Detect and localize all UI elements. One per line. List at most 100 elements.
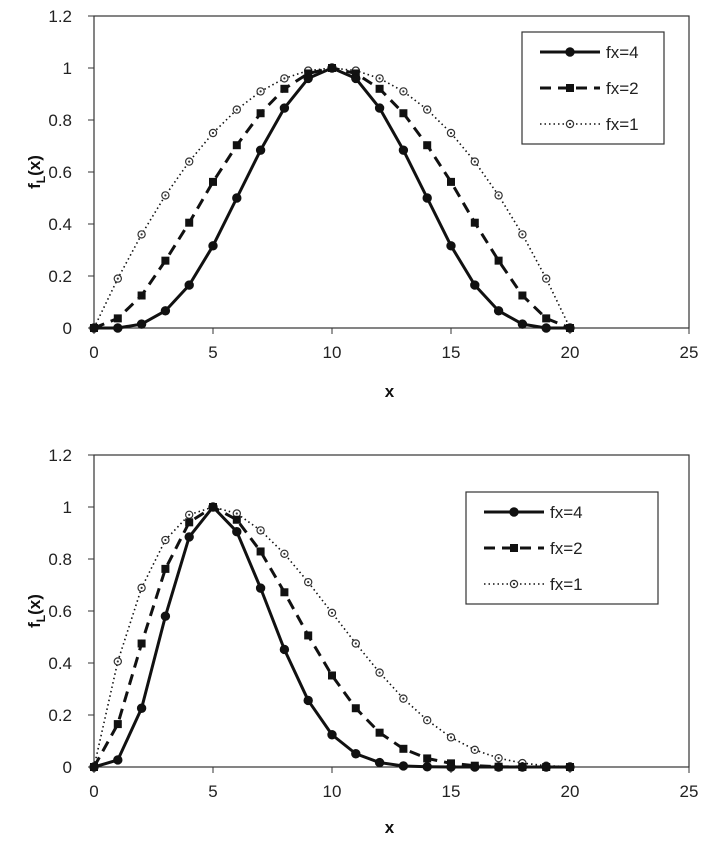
x-tick-label: 20 [561,343,580,362]
data-point [398,145,409,155]
data-point [232,527,242,537]
data-point [256,547,265,556]
data-point [161,256,170,265]
data-point [304,69,313,78]
data-point [541,323,551,333]
data-point [351,69,360,78]
data-point-dot [449,736,453,739]
data-point [423,141,432,150]
data-point [517,762,528,772]
data-point-dot [426,108,429,111]
data-point-dot [378,671,381,674]
data-point [137,291,146,300]
y-tick-label: 1 [63,498,72,517]
data-point-dot [188,513,191,516]
data-point-dot [211,131,215,135]
series-line [93,67,571,329]
legend-marker [565,47,575,57]
y-tick-label: 0.4 [48,654,72,673]
legend-marker [566,84,574,92]
x-axis-label: x [385,818,395,837]
data-point-dot [497,757,500,760]
legend-label: fx=4 [606,43,639,62]
legend-marker [510,544,518,552]
data-point [208,241,218,251]
data-point-dot [473,160,476,163]
data-point-dot [330,611,334,614]
data-point-dot [164,538,167,542]
data-point [113,323,123,333]
series-fx=4 [89,502,575,772]
data-point [446,241,456,251]
data-point-dot [354,642,357,645]
data-point [328,671,336,680]
data-point-dot [164,194,167,197]
data-point [137,639,146,648]
data-point [493,762,504,772]
x-tick-label: 5 [208,782,217,801]
data-point-dot [259,90,262,93]
legend-label: fx=2 [606,79,639,98]
data-point [446,762,456,772]
data-point [113,314,122,323]
x-tick-label: 5 [208,343,217,362]
data-point [470,280,480,290]
data-point [136,703,147,713]
legend: fx=4 fx=2 fx=1 [521,31,665,145]
data-point-dot [140,586,143,589]
x-tick-label: 15 [442,343,461,362]
data-point [541,762,551,772]
y-tick-label: 1.2 [48,446,72,465]
data-point [161,564,170,573]
legend-marker-dot [512,582,516,586]
y-tick-label: 0.2 [48,267,72,286]
chart-bottom: 0 5 10 15 20 2500.20.40.60.811.2xfL(x)fx=4fx=… [25,446,698,837]
data-point [113,755,123,765]
y-tick-label: 0 [63,758,72,777]
data-point [351,749,361,759]
x-tick-label: 20 [561,782,580,801]
data-point [423,754,432,763]
data-point-dot [188,160,191,163]
legend-label: fx=1 [550,575,583,594]
data-point [542,314,551,323]
data-point [470,762,480,772]
series-fx=1 [89,63,575,333]
data-point [89,323,99,333]
data-point-dot [283,552,286,555]
x-tick-label: 10 [323,782,342,801]
data-point [374,103,385,113]
legend-label: fx=4 [550,503,583,522]
data-point-dot [235,512,238,515]
data-point [565,762,575,772]
data-point [494,256,503,265]
legend: fx=4 fx=2 fx=1 [465,491,659,605]
legend-label: fx=2 [550,539,583,558]
data-point [303,73,313,84]
y-tick-label: 1 [63,59,72,78]
data-point [518,291,527,300]
data-point [447,177,455,186]
data-point [374,757,385,768]
data-point [375,728,384,737]
y-axis-label: fL(x) [25,594,48,628]
data-point [160,306,171,316]
data-point-dot [140,233,143,236]
data-point-dot [402,697,405,700]
data-point [280,588,289,597]
y-axis-label: fL(x) [25,155,48,189]
data-point [185,518,194,527]
data-point [351,73,361,84]
data-point-dot [449,131,453,135]
data-point [255,583,266,593]
data-point [280,84,289,93]
data-point [422,762,432,772]
data-point-dot [426,719,429,722]
y-tick-label: 1.2 [48,7,72,26]
data-point [304,631,313,640]
chart-top: 0 5 10 15 20 2500.20.40.60.811.2xfL(x)fx=4fx=… [25,7,698,401]
data-point [422,193,432,203]
data-point-dot [235,108,238,111]
y-tick-label: 0.8 [48,550,72,569]
